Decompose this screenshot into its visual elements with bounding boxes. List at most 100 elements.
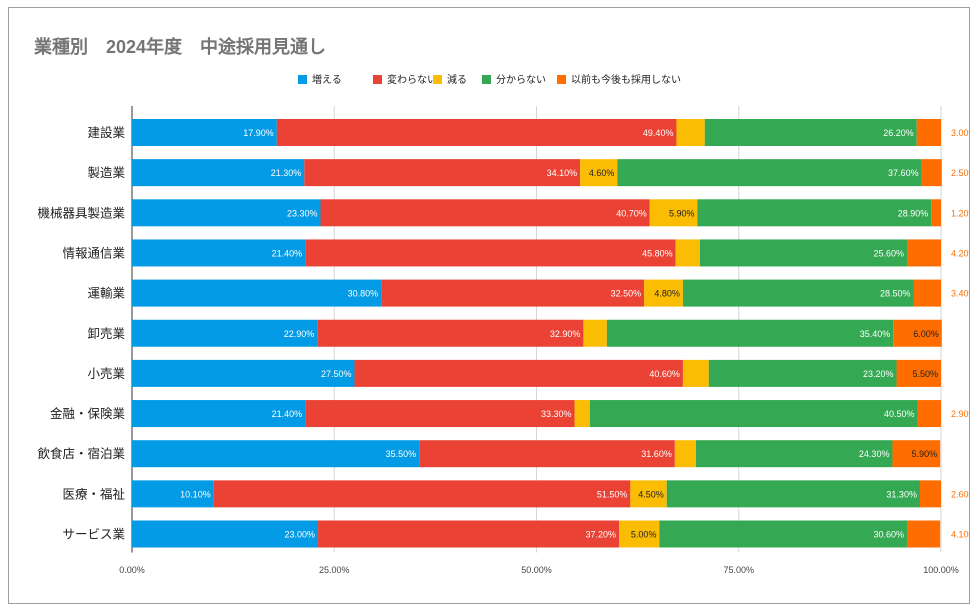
data-label: 3.00% [951, 128, 970, 138]
data-label: 23.30% [287, 208, 318, 218]
bar-segment [132, 319, 318, 347]
data-label: 1.20% [951, 208, 970, 218]
data-label: 17.90% [243, 128, 274, 138]
bars: 17.90%49.40%3.50%26.20%3.00%21.30%34.10%… [132, 119, 970, 548]
bar-segment [276, 119, 677, 146]
bar-segment [675, 239, 700, 267]
bar-segment [659, 520, 908, 548]
bar-segment [617, 159, 922, 187]
legend-swatch [373, 75, 382, 84]
stacked-bar-chart: 業種別 2024年度 中途採用見通し 増える 変わらない 減る 分からない 以前も今後も… [33, 36, 970, 575]
bar-segment [354, 359, 683, 387]
bar-segment [132, 119, 277, 146]
legend-label: 分からない [496, 74, 546, 86]
bar-segment [907, 520, 941, 548]
data-label: 31.60% [641, 449, 672, 459]
bar-segment [916, 119, 941, 146]
bar-segment [649, 199, 698, 227]
bar-segment [892, 440, 941, 468]
category-label: 建設業 [87, 125, 125, 140]
x-tick-label: 100.00% [923, 565, 959, 575]
bar-segment [583, 319, 607, 347]
bar-segment [931, 199, 941, 227]
category-label: サービス業 [62, 527, 125, 542]
legend-swatch [557, 75, 566, 84]
data-label: 37.20% [585, 530, 616, 540]
bar-segment [132, 199, 321, 227]
data-label: 30.60% [873, 530, 904, 540]
bar-segment [213, 480, 631, 508]
chart-title: 業種別 2024年度 中途採用見通し [33, 36, 326, 57]
bar-segment [708, 359, 897, 387]
data-label: 34.10% [547, 168, 578, 178]
bar-segment [606, 319, 894, 347]
data-label: 21.40% [272, 409, 303, 419]
bar-segment [644, 279, 683, 307]
data-label: 49.40% [643, 128, 674, 138]
data-label: 2.90% [951, 409, 970, 419]
category-label: 金融・保険業 [50, 406, 126, 421]
data-label: 4.50% [638, 489, 664, 499]
data-label: 37.60% [888, 168, 919, 178]
category-label: 医療・福祉 [62, 486, 125, 501]
data-label: 21.40% [272, 248, 303, 258]
bar-segment [893, 319, 942, 347]
bar-segment [682, 279, 914, 307]
bar-segment [917, 400, 941, 428]
bar-segment [305, 400, 575, 428]
data-label: 31.30% [886, 489, 917, 499]
bar-segment [921, 159, 942, 187]
bar-segment [589, 400, 918, 428]
x-tick-label: 75.00% [723, 565, 754, 575]
bar-segment [580, 159, 618, 187]
bar-segment [697, 199, 932, 227]
bar-segment [419, 440, 675, 468]
data-label: 32.50% [611, 289, 642, 299]
x-tick-label: 0.00% [119, 565, 145, 575]
data-label: 2.50% [951, 168, 970, 178]
category-label: 製造業 [87, 165, 125, 180]
data-label: 28.90% [898, 208, 929, 218]
data-label: 35.40% [860, 329, 891, 339]
data-label: 27.50% [321, 369, 352, 379]
bar-segment [381, 279, 645, 307]
bar-segment [666, 480, 920, 508]
category-label: 小売業 [87, 366, 125, 381]
data-label: 10.10% [180, 489, 211, 499]
chart-frame: 業種別 2024年度 中途採用見通し 増える 変わらない 減る 分からない 以前も今後も… [8, 7, 970, 604]
bar-segment [305, 239, 676, 267]
bar-segment [317, 319, 584, 347]
data-label: 24.30% [859, 449, 890, 459]
data-label: 21.30% [271, 168, 302, 178]
bar-segment [132, 480, 214, 508]
data-label: 5.90% [669, 208, 695, 218]
bar-segment [304, 159, 581, 187]
bar-segment [132, 440, 420, 468]
legend-swatch [433, 75, 442, 84]
legend-swatch [482, 75, 491, 84]
bar-segment [913, 279, 941, 307]
category-label: 機械器具製造業 [37, 205, 125, 220]
data-label: 23.00% [285, 530, 316, 540]
bar-segment [682, 359, 709, 387]
bar-segment [907, 239, 941, 267]
bar-segment [896, 359, 941, 387]
legend-swatch [298, 75, 307, 84]
data-label: 25.60% [873, 248, 904, 258]
data-label: 23.20% [863, 369, 894, 379]
bar-segment [676, 119, 705, 146]
legend: 増える 変わらない 減る 分からない 以前も今後も採用しない [298, 73, 681, 86]
bar-segment [132, 239, 306, 267]
bar-segment [132, 400, 306, 428]
bar-segment [704, 119, 917, 146]
data-label: 5.90% [912, 449, 938, 459]
category-label: 情報通信業 [62, 245, 125, 260]
category-label: 飲食店・宿泊業 [37, 446, 125, 461]
data-label: 4.10% [951, 530, 970, 540]
data-label: 51.50% [597, 489, 628, 499]
data-label: 4.80% [654, 289, 680, 299]
data-label: 40.70% [616, 208, 647, 218]
bar-segment [674, 440, 696, 468]
data-label: 28.50% [880, 289, 911, 299]
legend-label: 増える [312, 73, 342, 86]
